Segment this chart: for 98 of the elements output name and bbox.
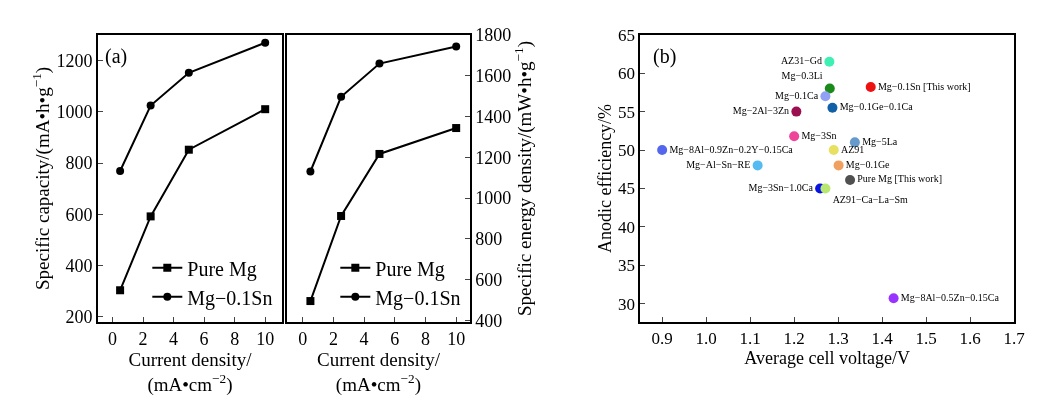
y-tick-label: 1000 (56, 102, 93, 123)
y2-tick-label: 1400 (475, 106, 512, 127)
y-tick-label: 40 (618, 217, 636, 237)
point (845, 174, 856, 185)
series-label: Pure Mg [This work] (857, 173, 943, 185)
x-tick-label: 10 (447, 329, 466, 350)
y-tick-label: 200 (65, 307, 93, 328)
x-tick-label: 6 (390, 329, 400, 350)
point (146, 101, 155, 110)
y-tick-label: 55 (618, 102, 636, 122)
series-label: Mg−3Sn (801, 129, 837, 141)
y2-tick-label: 1200 (475, 147, 512, 168)
x-tick-label: 1.4 (871, 329, 894, 349)
x-tick-label: 6 (199, 329, 209, 350)
series-label: Mg−5La (862, 135, 898, 147)
x-tick-label: 8 (230, 329, 240, 350)
x-tick-label: 0 (107, 329, 117, 350)
y2-tick-label: 400 (475, 310, 503, 331)
point (337, 92, 346, 101)
legend-label: Pure Mg (187, 257, 257, 281)
point (146, 212, 155, 221)
x-tick-label: 2 (138, 329, 148, 350)
y-tick-label: 35 (618, 256, 636, 276)
series-label: Mg−0.1Ge (845, 158, 891, 170)
point (261, 105, 270, 114)
series-label: Mg−3Sn−1.0Ca (748, 181, 814, 193)
point (452, 42, 461, 51)
y-tick-label: 60 (618, 64, 636, 84)
legend-label: Mg−0.1Sn (187, 286, 273, 310)
x-tick-label: 8 (420, 329, 430, 350)
series-label: AZ91−Ca−La−Sm (832, 194, 909, 206)
x-tick-label: 4 (359, 329, 369, 350)
x-axis-title: Current density/ (mA•cm$^{−2}$) (316, 349, 441, 397)
point (789, 131, 800, 142)
x-tick-label: 0 (298, 329, 308, 350)
y2-tick-label: 1800 (475, 25, 512, 46)
point (306, 167, 315, 176)
annotation: (a) (105, 45, 128, 68)
annotation: (b) (653, 45, 677, 68)
series-label: Mg−0.3Li (781, 69, 823, 81)
y-tick-label: 65 (618, 25, 636, 45)
x-tick-label: 1.7 (1003, 329, 1026, 349)
point (337, 211, 346, 220)
series-label: Mg−0.1Sn [This work] (877, 80, 971, 92)
point (184, 145, 193, 154)
point (306, 297, 315, 306)
series-label: Mg−0.1Ca (775, 89, 819, 101)
point (375, 59, 384, 68)
point (824, 83, 835, 94)
point (116, 167, 125, 175)
y-tick-label: 600 (65, 204, 93, 225)
x-tick-label: 1.2 (783, 329, 805, 349)
x-axis-title: Current density/ (mA•cm$^{−2}$) (128, 349, 253, 397)
point (657, 145, 668, 156)
x-axis-title: Average cell voltage/V (744, 348, 910, 369)
y2-tick-label: 600 (475, 269, 503, 290)
legend-label: Mg−0.1Sn (375, 286, 461, 310)
point (752, 160, 763, 171)
y-tick-label: 400 (65, 255, 93, 276)
legend-label: Pure Mg (375, 257, 445, 281)
y-axis-title: Anodic efficiency/% (594, 103, 615, 253)
y-tick-label: 800 (65, 153, 93, 174)
point (865, 82, 876, 93)
x-tick-label: 1.6 (959, 329, 981, 349)
x-tick-label: 2 (328, 329, 338, 350)
series-label: Mg−0.1Ge−0.1Ca (839, 101, 914, 113)
x-tick-label: 1.3 (827, 329, 849, 349)
point (833, 160, 844, 171)
y2-tick-label: 1600 (475, 65, 512, 86)
y-tick-label: 50 (618, 140, 636, 160)
point (888, 293, 899, 304)
y2-tick-label: 800 (475, 229, 503, 250)
y-tick-label: 1200 (56, 50, 93, 71)
x-tick-label: 10 (256, 329, 275, 350)
point (261, 38, 270, 47)
point (791, 106, 802, 117)
series-label: AZ31−Gd (780, 55, 823, 67)
x-tick-label: 0.9 (651, 329, 673, 349)
point (828, 145, 839, 156)
series-label: Mg−8Al−0.5Zn−0.15Ca (900, 291, 1000, 303)
y2-tick-label: 1000 (475, 188, 512, 209)
y-tick-label: 30 (618, 294, 636, 314)
series-label: Mg−Al−Sn−RE (686, 158, 751, 170)
point (820, 183, 831, 194)
x-tick-label: 4 (169, 329, 179, 350)
x-tick-label: 1.0 (695, 329, 717, 349)
point (452, 124, 461, 133)
series-label: Mg−8Al−0.9Zn−0.2Y−0.15Ca (669, 143, 794, 155)
point (824, 56, 835, 67)
point (116, 286, 125, 295)
y-tick-label: 45 (618, 179, 636, 199)
x-tick-label: 1.1 (739, 329, 761, 349)
point (375, 149, 384, 158)
x-tick-label: 1.5 (915, 329, 937, 349)
point (184, 68, 193, 77)
point (827, 102, 838, 113)
point (820, 91, 831, 102)
series-label: Mg−2Al−3Zn (732, 105, 790, 117)
